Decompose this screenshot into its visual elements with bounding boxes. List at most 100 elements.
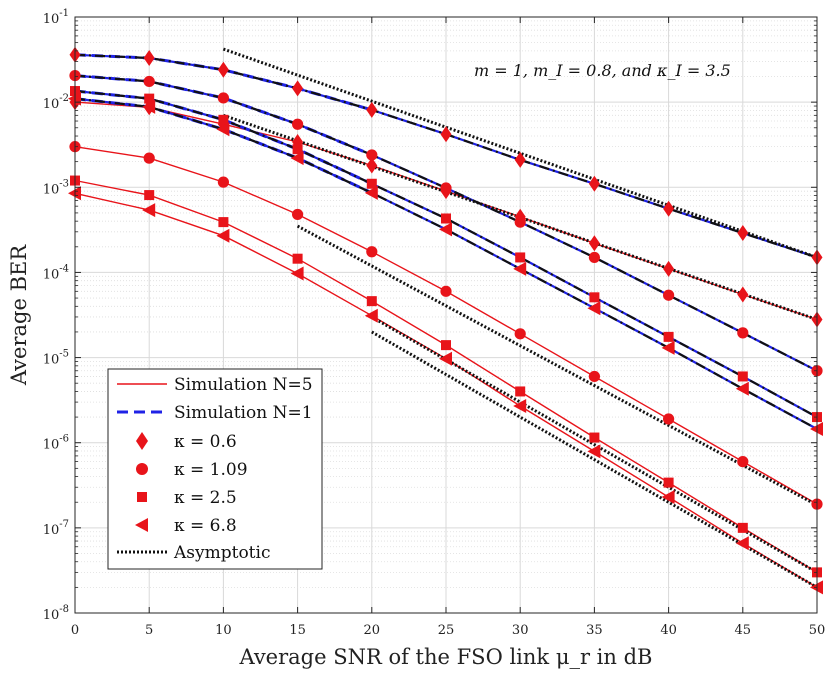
data-point-triangle-left xyxy=(735,536,749,551)
data-point-square xyxy=(292,253,303,264)
y-tick-label: 10-5 xyxy=(43,349,69,368)
data-point-circle xyxy=(737,456,749,468)
y-tick-label: 10-6 xyxy=(43,434,69,453)
x-tick-label: 15 xyxy=(289,623,306,638)
legend-marker-circle xyxy=(136,463,148,475)
data-point-triangle-left xyxy=(439,351,452,366)
data-point-triangle-left xyxy=(290,266,304,281)
legend-marker-triangle xyxy=(135,518,148,532)
data-point-diamond xyxy=(663,260,675,277)
data-point-square xyxy=(292,144,303,155)
data-point-circle xyxy=(737,327,749,339)
x-tick-label: 10 xyxy=(215,623,232,638)
data-point-circle xyxy=(588,251,601,264)
data-point-diamond xyxy=(663,200,675,217)
data-point-diamond xyxy=(143,49,155,66)
data-point-triangle-left xyxy=(735,381,749,396)
data-point-square xyxy=(515,252,526,263)
data-point-square xyxy=(515,386,526,397)
asymptote-line xyxy=(371,330,818,589)
x-tick-label: 30 xyxy=(512,623,529,638)
data-point-circle xyxy=(366,246,378,258)
data-point-circle xyxy=(663,289,675,301)
data-point-circle xyxy=(514,216,526,228)
data-point-diamond xyxy=(514,151,526,168)
x-tick-label: 0 xyxy=(71,623,79,638)
y-tick-label: 10-2 xyxy=(43,93,69,112)
data-point-square xyxy=(366,178,377,189)
legend-label-kappa-1-09: κ = 1.09 xyxy=(174,460,248,480)
data-point-circle xyxy=(217,176,229,188)
parameter-annotation: m = 1, m_I = 0.8, and κ_I = 3.5 xyxy=(474,61,731,80)
x-tick-labels: 0 5 10 15 20 25 30 35 40 45 50 xyxy=(71,623,825,638)
data-point-triangle-left xyxy=(364,185,378,200)
series-line-n1-dashdot xyxy=(74,74,818,372)
x-tick-label: 35 xyxy=(586,623,603,638)
data-point-circle xyxy=(366,149,378,161)
axis-ticks xyxy=(74,16,818,614)
y-tick-label: 10-1 xyxy=(43,8,69,27)
y-tick-label: 10-4 xyxy=(43,263,69,282)
x-axis-label: Average SNR of the FSO link μ_r in dB xyxy=(239,645,653,669)
data-point-circle xyxy=(143,75,155,88)
data-point-triangle-left xyxy=(216,122,230,137)
data-point-square xyxy=(589,432,600,443)
x-tick-label: 5 xyxy=(145,623,153,638)
data-point-diamond xyxy=(366,157,378,174)
data-point-triangle-left xyxy=(587,444,601,459)
data-point-triangle-left xyxy=(216,228,230,243)
legend: Simulation N=5 Simulation N=1 κ = 0.6 κ … xyxy=(107,368,323,570)
data-point-circle xyxy=(440,182,452,194)
data-point-circle xyxy=(292,118,304,130)
data-point-square xyxy=(218,114,229,125)
data-point-circle xyxy=(292,208,304,221)
data-point-circle xyxy=(143,152,155,164)
data-point-square xyxy=(441,340,451,351)
data-point-circle xyxy=(217,92,229,104)
y-tick-label: 10-7 xyxy=(43,519,69,538)
data-point-triangle-left xyxy=(661,340,675,355)
legend-marker-diamond xyxy=(136,432,148,450)
data-point-triangle-left xyxy=(290,151,304,166)
legend-label-kappa-2-5: κ = 2.5 xyxy=(174,488,237,508)
data-point-diamond xyxy=(737,225,749,242)
y-tick-labels: 10-8 10-7 10-6 10-5 10-4 10-3 10-2 10-1 xyxy=(43,8,69,623)
data-point-triangle-left xyxy=(513,261,527,276)
x-tick-label: 50 xyxy=(809,623,826,638)
legend-label-kappa-6-8: κ = 6.8 xyxy=(174,516,237,536)
data-point-triangle-left xyxy=(661,490,675,505)
data-point-square xyxy=(737,522,748,533)
data-point-square xyxy=(144,190,155,201)
legend-label-n1: Simulation N=1 xyxy=(174,403,313,423)
data-point-diamond xyxy=(588,175,600,192)
y-tick-label: 10-8 xyxy=(43,604,69,623)
data-point-square xyxy=(663,331,674,342)
legend-label-n5: Simulation N=5 xyxy=(174,375,313,395)
data-point-square xyxy=(589,292,600,303)
x-tick-label: 25 xyxy=(438,623,455,638)
y-axis-label: Average BER xyxy=(7,244,31,386)
data-point-triangle-left xyxy=(439,222,452,237)
data-point-square xyxy=(441,213,451,224)
data-point-circle xyxy=(663,413,675,425)
x-tick-label: 40 xyxy=(660,623,677,638)
data-point-diamond xyxy=(440,126,452,143)
data-point-circle xyxy=(588,370,601,383)
data-point-diamond xyxy=(292,80,304,97)
data-point-triangle-left xyxy=(364,308,378,323)
x-tick-label: 20 xyxy=(364,623,381,638)
data-point-square xyxy=(663,477,674,488)
data-point-triangle-left xyxy=(142,203,156,218)
data-point-circle xyxy=(440,285,452,297)
legend-marker-square xyxy=(137,492,147,502)
data-point-triangle-left xyxy=(513,398,527,413)
legend-label-kappa-0-6: κ = 0.6 xyxy=(174,432,237,452)
legend-label-asymptotic: Asymptotic xyxy=(173,543,270,563)
data-point-square xyxy=(366,296,377,307)
x-tick-label: 45 xyxy=(735,623,752,638)
data-point-square xyxy=(737,371,748,382)
asymptote-line xyxy=(222,47,818,259)
y-tick-label: 10-3 xyxy=(43,178,69,197)
data-point-triangle-left xyxy=(142,99,156,114)
